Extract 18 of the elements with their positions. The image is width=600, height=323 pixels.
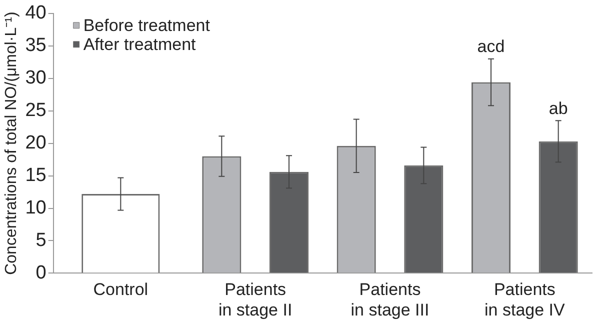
y-tick-label: 20 — [25, 132, 46, 154]
annotation: ab — [548, 98, 568, 118]
x-tick-label: Control — [93, 280, 148, 300]
legend-label: Before treatment — [83, 16, 210, 36]
y-tick-label: 10 — [25, 197, 46, 218]
y-tick-label: 15 — [25, 165, 46, 186]
x-tick-label: Patients in stage IV — [484, 280, 566, 320]
annotation: acd — [477, 37, 505, 56]
x-tick-label: Patients in stage III — [350, 280, 430, 320]
y-tick-label: 30 — [25, 68, 46, 89]
y-tick-label: 5 — [36, 230, 46, 251]
y-tick-label: 40 — [25, 2, 46, 24]
y-axis-title: Concentrations of total NO/(μmol·L⁻¹) — [3, 12, 20, 275]
y-tick-label: 25 — [25, 100, 46, 122]
y-tick-label: 0 — [36, 262, 46, 284]
legend-label: After treatment — [83, 35, 196, 54]
y-tick-label: 35 — [25, 35, 46, 56]
x-tick-label: Patients in stage II — [218, 280, 292, 320]
